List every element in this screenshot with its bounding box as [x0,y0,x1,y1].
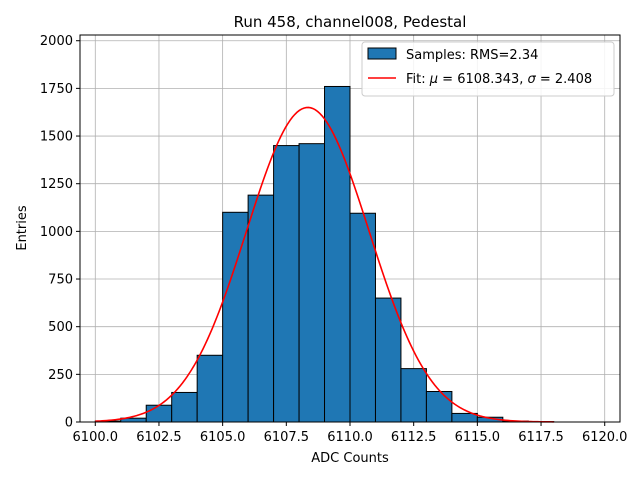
histogram-bar [171,391,198,423]
histogram-bar [145,404,173,423]
x-tick-label: 6100.0 [73,430,119,445]
histogram-bar [298,143,326,423]
histogram-bar [374,297,402,423]
legend-fit-label: Fit: μ = 6108.343, σ = 2.408 [406,72,592,87]
fit-curve-layer [95,106,554,423]
histogram-bars [94,85,555,423]
histogram-bar [196,354,224,423]
x-tick-label: 6115.0 [455,430,501,445]
x-tick-label: 6120.0 [582,430,628,445]
legend-samples-swatch [367,47,397,60]
histogram-bar [451,412,478,423]
histogram-bar [425,390,453,423]
histogram-bar [222,211,249,423]
histogram-bar [400,368,427,423]
fit-curve [95,106,554,423]
y-tick-label: 1750 [40,82,73,97]
y-tick-label: 1500 [40,130,73,145]
histogram-bar [349,212,376,423]
chart-title: Run 458, channel008, Pedestal [234,13,467,31]
y-tick-label: 2000 [40,34,73,49]
x-tick-label: 6117.5 [518,430,564,445]
y-tick-label: 500 [48,320,73,335]
histogram-bar [324,85,351,423]
y-tick-label: 250 [48,368,73,383]
x-tick-label: 6112.5 [391,430,437,445]
y-tick-label: 1000 [40,225,73,240]
histogram-bar [273,145,300,423]
legend-samples-label: Samples: RMS=2.34 [406,48,538,63]
y-tick-label: 750 [48,273,73,288]
legend-box [361,41,615,97]
x-tick-label: 6110.0 [327,430,373,445]
x-tick-label: 6105.0 [200,430,246,445]
x-axis-label: ADC Counts [311,451,389,466]
y-tick-label: 1250 [40,177,73,192]
histogram-bar [247,194,275,423]
x-axis-ticks: 6100.0 6102.5 6105.0 6107.5 6110.0 6112.5 6115… [73,422,628,445]
x-tick-label: 6102.5 [136,430,182,445]
y-axis-ticks: 0 250 500 750 1000 1250 1500 1750 2000 [40,34,80,431]
y-axis-label: Entries [15,205,30,251]
y-tick-label: 0 [65,416,73,431]
x-tick-label: 6107.5 [264,430,310,445]
legend: Samples: RMS=2.34 Fit: μ = 6108.343, σ =… [361,41,615,97]
